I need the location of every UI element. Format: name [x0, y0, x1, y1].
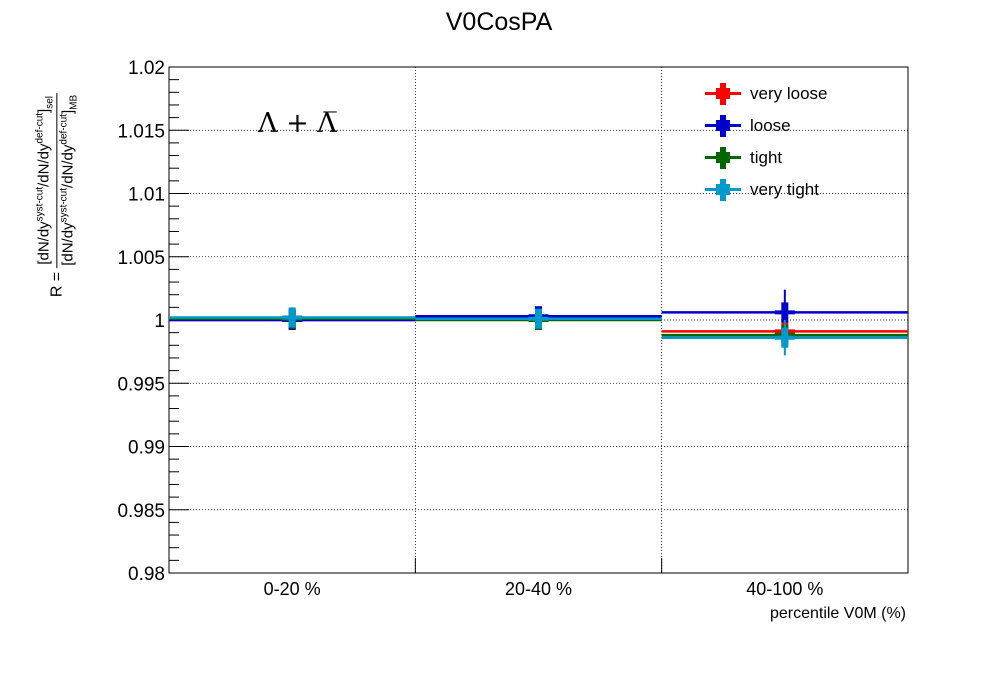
y-axis-label: R = [dN/dysyst-cut/dN/dydef-cut]sel [dN/…: [17, 60, 97, 330]
y-tick-label: 1.015: [117, 121, 165, 142]
y-tick-label: 0.98: [128, 564, 165, 585]
legend-label: very loose: [750, 84, 828, 103]
x-tick-label: 20-40 %: [505, 579, 572, 599]
y-axis-label-numerator: [dN/dysyst-cut/dN/dydef-cut]sel: [34, 95, 56, 265]
y-tick-label: 1.01: [128, 185, 165, 206]
x-tick-label: 0-20 %: [264, 579, 321, 599]
legend-marker-icon: [705, 178, 741, 202]
legend-label: very tight: [750, 180, 819, 199]
legend-item: tight: [705, 142, 905, 174]
y-tick-label: 0.985: [117, 501, 165, 522]
y-axis-label-denominator: [dN/dysyst-cut/dN/dydef-cut]MB: [58, 94, 80, 266]
legend-marker-icon: [705, 146, 741, 170]
legend-label: loose: [750, 116, 791, 135]
x-tick-label: 40-100 %: [746, 579, 823, 599]
legend: very loose loose tight very tight: [705, 78, 905, 206]
y-tick-label: 1.02: [128, 58, 165, 79]
y-tick-label: 1: [154, 311, 165, 332]
y-tick-label: 0.995: [117, 374, 165, 395]
y-tick-label: 1.005: [117, 248, 165, 269]
legend-item: very tight: [705, 174, 905, 206]
legend-item: very loose: [705, 78, 905, 110]
y-tick-label: 0.99: [128, 438, 165, 459]
legend-item: loose: [705, 110, 905, 142]
legend-label: tight: [750, 148, 783, 167]
chart-title: V0CosPA: [445, 8, 553, 36]
y-axis-label-prefix: R =: [47, 271, 65, 298]
legend-marker-icon: [705, 82, 741, 106]
particle-annotation: Λ + Λ̅: [258, 108, 337, 139]
x-axis-label: percentile V0M (%): [769, 605, 906, 622]
legend-marker-icon: [705, 114, 741, 138]
